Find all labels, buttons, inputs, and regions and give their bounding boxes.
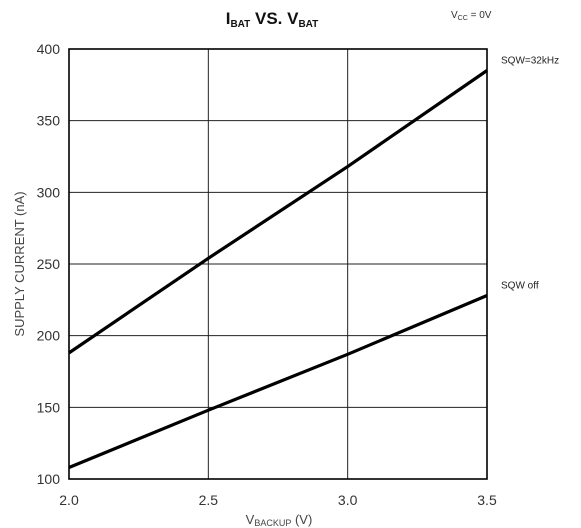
y-tick-labels: 100 150 200 250 300 350 400: [37, 41, 61, 487]
x-tick-labels: 2.0 2.5 3.0 3.5: [59, 492, 497, 508]
x-tick-label: 3.5: [477, 492, 497, 508]
x-axis-label: VBACKUP (V): [246, 512, 313, 528]
chart-title: IBAT VS. VBAT: [226, 9, 319, 30]
series-label-1: SQW off: [501, 281, 539, 292]
y-tick-label: 400: [37, 41, 61, 57]
y-tick-label: 300: [37, 184, 61, 200]
y-tick-label: 350: [37, 113, 61, 129]
grid-lines: [69, 49, 487, 479]
series-lines: [68, 69, 488, 470]
y-tick-label: 250: [37, 256, 61, 272]
x-tick-label: 2.0: [59, 492, 79, 508]
series-line-1: [68, 294, 488, 470]
x-tick-label: 3.0: [338, 492, 358, 508]
y-axis-label: SUPPLY CURRENT (nA): [12, 191, 27, 336]
y-tick-label: 200: [37, 328, 61, 344]
plot-frame: [68, 48, 488, 480]
series-labels: SQW=32kHz SQW off: [501, 56, 559, 292]
series-line-0: [68, 69, 488, 355]
y-tick-label: 150: [37, 399, 61, 415]
test-condition: VCC = 0V: [451, 10, 492, 22]
y-tick-label: 100: [37, 471, 61, 487]
x-tick-label: 2.5: [199, 492, 219, 508]
series-label-0: SQW=32kHz: [501, 56, 559, 67]
